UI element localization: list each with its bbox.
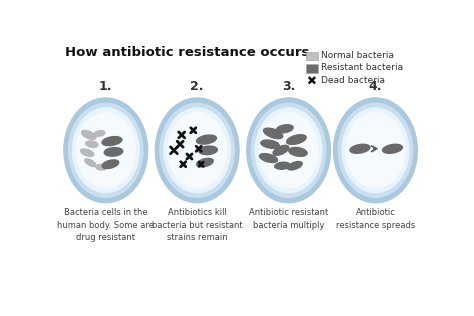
Text: Antibiotic resistant
bacteria multiply: Antibiotic resistant bacteria multiply xyxy=(249,208,328,230)
Ellipse shape xyxy=(264,128,283,139)
Ellipse shape xyxy=(346,112,405,188)
Ellipse shape xyxy=(86,141,98,147)
Text: Resistant bacteria: Resistant bacteria xyxy=(321,64,403,72)
Text: How antibiotic resistance occurs: How antibiotic resistance occurs xyxy=(65,46,310,59)
Ellipse shape xyxy=(76,112,135,188)
Ellipse shape xyxy=(164,108,230,193)
Text: 4.: 4. xyxy=(369,80,382,93)
Ellipse shape xyxy=(155,98,239,203)
Text: 1.: 1. xyxy=(99,80,112,93)
Ellipse shape xyxy=(350,144,370,153)
Ellipse shape xyxy=(255,108,322,193)
Text: Antibiotics kill
bacteria but resistant
strains remain: Antibiotics kill bacteria but resistant … xyxy=(152,208,243,242)
Ellipse shape xyxy=(81,149,94,156)
Ellipse shape xyxy=(199,146,217,155)
Ellipse shape xyxy=(96,165,107,170)
Ellipse shape xyxy=(338,103,413,197)
Ellipse shape xyxy=(102,160,118,168)
Ellipse shape xyxy=(289,147,307,156)
Text: Antibiotic
resistance spreads: Antibiotic resistance spreads xyxy=(336,208,415,230)
Text: Normal bacteria: Normal bacteria xyxy=(321,51,394,60)
Bar xyxy=(306,64,318,73)
Text: Dead bacteria: Dead bacteria xyxy=(321,76,385,85)
Text: 2.: 2. xyxy=(191,80,204,93)
Ellipse shape xyxy=(197,135,217,144)
Ellipse shape xyxy=(85,159,96,167)
Ellipse shape xyxy=(160,103,235,197)
Ellipse shape xyxy=(251,103,326,197)
Ellipse shape xyxy=(287,135,306,144)
Ellipse shape xyxy=(287,161,302,170)
Text: 3.: 3. xyxy=(282,80,295,93)
Ellipse shape xyxy=(102,137,122,146)
Ellipse shape xyxy=(247,98,330,203)
Ellipse shape xyxy=(94,131,105,136)
Ellipse shape xyxy=(69,103,143,197)
Bar xyxy=(306,52,318,60)
Ellipse shape xyxy=(383,144,402,153)
Text: Bacteria cells in the
human body. Some are
drug resistant: Bacteria cells in the human body. Some a… xyxy=(57,208,154,242)
Ellipse shape xyxy=(104,148,123,156)
Ellipse shape xyxy=(275,162,290,169)
Ellipse shape xyxy=(261,140,279,148)
Ellipse shape xyxy=(273,145,289,155)
Ellipse shape xyxy=(342,108,409,193)
Ellipse shape xyxy=(168,112,227,188)
Ellipse shape xyxy=(334,98,417,203)
Ellipse shape xyxy=(259,112,318,188)
Ellipse shape xyxy=(64,98,147,203)
Ellipse shape xyxy=(73,108,139,193)
Ellipse shape xyxy=(82,131,96,139)
Ellipse shape xyxy=(276,125,293,133)
Ellipse shape xyxy=(259,154,278,162)
Ellipse shape xyxy=(197,158,213,167)
